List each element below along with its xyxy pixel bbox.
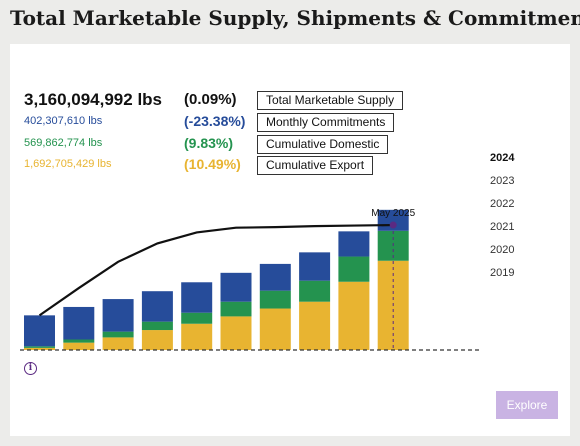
bar-segment [338, 281, 370, 350]
bar-segment [102, 299, 134, 332]
page-title: Total Marketable Supply, Shipments & Com… [10, 6, 580, 30]
year-option[interactable]: 2022 [490, 198, 515, 210]
stat-percent: (10.49%) [184, 156, 241, 172]
year-option[interactable]: 2019 [490, 267, 515, 279]
bar-segment [299, 252, 331, 281]
stat-value: 402,307,610 lbs [24, 115, 103, 127]
bar-segment [141, 291, 173, 322]
bar-segment [63, 342, 95, 350]
stat-percent: (-23.38%) [184, 113, 246, 129]
bar-segment [299, 280, 331, 302]
bar-segment [338, 231, 370, 257]
stat-label-box[interactable]: Cumulative Export [257, 156, 374, 175]
bar-segment [220, 301, 252, 317]
marker-label: May 2025 [371, 208, 415, 219]
bar-segment [220, 316, 252, 350]
explore-button[interactable]: Explore [496, 391, 558, 419]
bar-segment [259, 263, 291, 291]
bar-segment [141, 321, 173, 331]
stat-value: 569,862,774 lbs [24, 137, 103, 149]
bar-segment [63, 339, 95, 343]
bar-segment [259, 290, 291, 309]
year-option[interactable]: 2020 [490, 244, 515, 256]
year-option[interactable]: 2021 [490, 221, 515, 233]
stat-label-box[interactable]: Cumulative Domestic [257, 135, 389, 154]
stat-percent: (0.09%) [184, 91, 237, 108]
year-option[interactable]: 2023 [490, 175, 515, 187]
bar-segment [259, 308, 291, 350]
bar-segment [299, 301, 331, 350]
year-option[interactable]: 2024 [490, 152, 515, 164]
info-icon[interactable]: i [24, 362, 37, 375]
bar-segment [24, 346, 55, 348]
bar-segment [181, 323, 213, 350]
chart-card: 3,160,094,992 lbs (0.09%) Total Marketable… [10, 44, 570, 436]
stat-value: 3,160,094,992 lbs [24, 90, 163, 109]
stat-label-box[interactable]: Total Marketable Supply [257, 91, 404, 110]
bar-segment [63, 306, 95, 340]
stat-percent: (9.83%) [184, 135, 234, 151]
bar-segment [102, 337, 134, 350]
stacked-bar-chart: May 2025 [20, 208, 480, 351]
bar-segment [102, 331, 134, 338]
marker-dot [389, 221, 397, 229]
stat-label-box[interactable]: Monthly Commitments [257, 113, 395, 132]
bar-segment [141, 330, 173, 350]
bar-segment [24, 347, 55, 350]
stat-value: 1,692,705,429 lbs [24, 158, 112, 170]
bar-segment [220, 272, 252, 302]
bar-segment [338, 256, 370, 282]
bar-segment [181, 312, 213, 324]
bar-segment [24, 315, 55, 347]
total-supply-line [38, 223, 394, 317]
bar-segment [181, 282, 213, 313]
